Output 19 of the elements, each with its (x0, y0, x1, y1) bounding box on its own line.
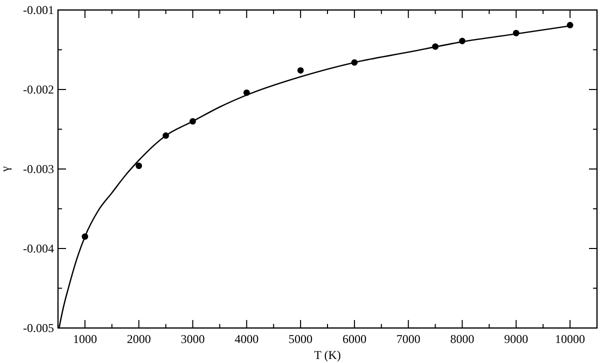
x-axis-title: T (K) (314, 348, 341, 362)
point (136, 162, 142, 170)
y-tick-label: -0.003 (23, 162, 54, 176)
x-tick-label: 7000 (396, 332, 420, 346)
point (297, 67, 304, 74)
y-tick-label: -0.005 (23, 321, 54, 336)
x-tick-label: 5000 (288, 332, 313, 346)
x-tick-label: 9000 (504, 332, 528, 346)
x-tick-label: 3000 (180, 332, 205, 346)
x-tick-label: 10000 (555, 332, 586, 346)
x-tick-label: 4000 (234, 332, 259, 346)
y-tick-label: -0.001 (23, 3, 54, 18)
y-axis-title: γ (0, 166, 12, 173)
x-tick-label: 8000 (450, 332, 474, 346)
x-tick-label: 2000 (126, 332, 151, 346)
x-tick-label: 1000 (72, 332, 97, 346)
x-tick-label: 6000 (342, 332, 366, 346)
y-tick-label: -0.002 (23, 82, 54, 97)
y-tick-label: -0.004 (23, 242, 54, 256)
